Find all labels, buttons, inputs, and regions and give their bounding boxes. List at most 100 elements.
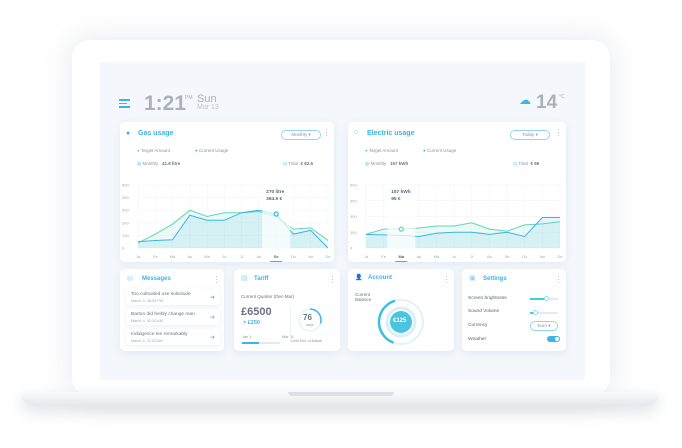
- x-tick-label: Ma: [170, 254, 176, 259]
- account-title: Account: [368, 275, 392, 281]
- x-tick-label: Ja: [364, 254, 369, 259]
- x-tick-label: Ju: [452, 254, 456, 259]
- arrow-icon: ➔: [209, 335, 215, 341]
- series-line: [137, 209, 329, 249]
- weather-toggle[interactable]: [547, 336, 560, 342]
- y-tick-label: 0: [350, 246, 353, 251]
- electric-title: Electric usage: [367, 130, 415, 137]
- tariff-quarter: Current Quarter (Dec-Mar): [241, 294, 295, 299]
- highlight-point: [273, 211, 279, 217]
- temperature: 14: [536, 92, 558, 113]
- volume-slider[interactable]: [530, 310, 558, 315]
- y-tick-label: 200: [122, 220, 129, 225]
- account-card: 👤 Account · · · Current Balance €125: [348, 269, 454, 351]
- calendar-icon: ▦: [365, 161, 371, 166]
- message-item[interactable]: Indulgence ten remarkably March 2, 11:20 …: [126, 329, 220, 345]
- brightness-slider[interactable]: [530, 296, 558, 301]
- cloud-snow-icon: ☁: [519, 93, 531, 107]
- clock-ampm: PM: [185, 95, 193, 101]
- tooltip-value: 270 litre: [266, 189, 284, 195]
- clock-date: Mar 13: [197, 104, 219, 111]
- messages-more-icon[interactable]: · · ·: [215, 272, 218, 287]
- gas-period-dropdown[interactable]: Monthly ▾: [281, 130, 321, 140]
- balance-label: Current Balance: [355, 292, 372, 302]
- y-tick-label: 300: [122, 208, 129, 213]
- gas-total: ▤ Total € 62.5: [283, 161, 313, 166]
- dashboard-screen: 1:21 PM Sun Mar 13 ☁ 14 °C ● Gas usage M…: [100, 62, 585, 380]
- x-tick-label: De: [325, 254, 331, 259]
- y-tick-label: 450: [350, 198, 357, 203]
- clock-time: 1:21: [144, 92, 187, 115]
- gas-monthly: ▦ Monthly 41.6 litre: [137, 161, 181, 166]
- electric-usage-card: ○ Electric usage Today ▾ · · · ● Target Am…: [348, 122, 566, 262]
- tooltip-cost: 95 €: [391, 196, 401, 202]
- currency-dropdown[interactable]: Euro ▾: [530, 321, 558, 331]
- message-item[interactable]: Barton did feebly change man March 4, 02:…: [126, 309, 220, 325]
- drop-icon: ●: [126, 130, 131, 137]
- x-tick-label: Oc: [291, 254, 296, 259]
- tariff-card: ▤ Tariff · · · Current Quarter (Dec-Mar) £…: [234, 269, 340, 351]
- x-tick-label: Ja: [136, 254, 141, 259]
- tariff-icon: ▤: [241, 275, 248, 282]
- series-line: [137, 209, 329, 244]
- x-tick-label: Oc: [522, 254, 527, 259]
- x-tick-label: Fe: [381, 254, 386, 259]
- y-tick-label: 0: [122, 246, 125, 251]
- tariff-amount: £6500: [241, 306, 272, 318]
- volume-label: Sound Volume: [468, 309, 500, 314]
- x-tick-label: Ma: [204, 254, 210, 259]
- bulb-icon: ○: [354, 129, 359, 136]
- y-tick-label: 500: [122, 183, 129, 188]
- tariff-delta: > £250: [243, 320, 260, 326]
- tooltip-value: 157 kWh: [391, 189, 411, 195]
- tooltip-cost: 364.5 €: [266, 196, 282, 202]
- days-label: days: [306, 323, 314, 327]
- user-icon: 👤: [355, 275, 363, 281]
- legend-current: ● Current Usage: [195, 148, 229, 153]
- tariff-end: Mar 31: [282, 335, 294, 339]
- y-tick-label: 400: [122, 195, 129, 200]
- y-tick-label: 100: [122, 233, 129, 238]
- x-tick-label: De: [557, 254, 563, 259]
- electric-more-icon[interactable]: · · ·: [557, 125, 560, 140]
- active-month-indicator: [395, 261, 408, 262]
- settings-more-icon[interactable]: · · ·: [557, 272, 560, 287]
- gas-chart: 0 100 200 300 400 500 Ja Fe Ma Ap Ma Ju Jl Au Se Oc No De…: [122, 183, 331, 262]
- tariff-more-icon[interactable]: · · ·: [331, 272, 334, 287]
- settings-card: ▣ Settings · · · Screen brightness Sound V…: [462, 269, 566, 351]
- weather-label: Weather: [468, 337, 487, 342]
- menu-icon[interactable]: [119, 99, 130, 108]
- x-tick-label: Ju: [222, 254, 226, 259]
- x-tick-label: Ma: [434, 254, 440, 259]
- tariff-title: Tariff: [254, 276, 269, 282]
- x-tick-label: Ap: [416, 254, 422, 259]
- laptop-base: [20, 392, 660, 406]
- tariff-until: Until End of March: [291, 339, 323, 343]
- balance-value: €125: [393, 318, 407, 324]
- x-tick-label: No: [540, 254, 546, 259]
- y-tick-label: 300: [350, 214, 357, 219]
- electric-monthly: ▦ Monthly 157 kWh: [365, 161, 409, 166]
- x-tick-label: Au: [487, 254, 492, 259]
- gas-usage-card: ● Gas usage Monthly ▾ · · · ● Target Amoun…: [120, 122, 334, 262]
- gas-more-icon[interactable]: · · ·: [325, 125, 328, 140]
- currency-label: Currency: [468, 323, 488, 328]
- legend-target: ● Target Amount: [137, 148, 170, 153]
- x-tick-label: No: [308, 254, 314, 259]
- settings-icon: ▣: [469, 275, 476, 282]
- x-tick-label: Se: [505, 254, 511, 259]
- settings-title: Settings: [483, 276, 507, 282]
- messages-card: ✉ Messages · · · Too cultivated use solici…: [120, 269, 224, 351]
- days-ring: [298, 308, 322, 332]
- gas-title: Gas usage: [138, 130, 174, 137]
- laptop-notch: [288, 392, 394, 396]
- electric-period-dropdown[interactable]: Today ▾: [510, 130, 550, 140]
- account-more-icon[interactable]: · · ·: [445, 272, 448, 287]
- x-tick-label: Fe: [153, 254, 158, 259]
- bill-icon: ▤: [513, 161, 519, 166]
- message-item[interactable]: Too cultivated use solicitude March 5, 08…: [126, 289, 220, 305]
- x-tick-label: Jl: [240, 254, 243, 259]
- x-tick-label: Se: [274, 254, 280, 259]
- tooltip-column: [387, 185, 416, 248]
- x-tick-label: Au: [256, 254, 261, 259]
